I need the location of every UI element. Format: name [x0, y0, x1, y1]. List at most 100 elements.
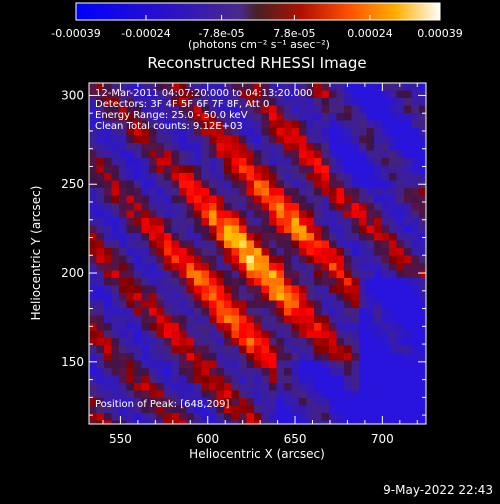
image-pixel — [419, 188, 426, 196]
image-pixel — [104, 210, 112, 219]
image-pixel — [284, 240, 292, 249]
image-pixel — [239, 345, 247, 354]
image-pixel — [276, 128, 285, 136]
image-pixel — [419, 113, 426, 121]
image-pixel — [111, 323, 120, 331]
image-pixel — [149, 353, 157, 361]
image-pixel — [299, 210, 307, 219]
image-pixel — [239, 300, 247, 309]
image-pixel — [149, 420, 157, 424]
image-pixel — [156, 218, 165, 226]
image-pixel — [194, 308, 202, 316]
image-pixel — [111, 128, 120, 136]
image-pixel — [104, 270, 112, 279]
image-pixel — [314, 135, 322, 144]
image-pixel — [239, 195, 247, 204]
image-pixel — [134, 413, 142, 421]
image-pixel — [351, 113, 360, 121]
image-pixel — [126, 413, 135, 421]
image-pixel — [366, 158, 375, 166]
image-pixel — [269, 128, 277, 136]
colorbar-tick-label: 0.00039 — [417, 27, 463, 40]
image-pixel — [359, 368, 367, 376]
image-pixel — [96, 345, 105, 354]
image-pixel — [156, 323, 165, 331]
image-pixel — [411, 233, 420, 241]
image-pixel — [134, 323, 142, 331]
image-pixel — [396, 278, 405, 286]
image-pixel — [269, 413, 277, 421]
image-pixel — [321, 98, 330, 106]
image-pixel — [269, 405, 277, 414]
image-pixel — [96, 203, 105, 211]
image-pixel — [351, 375, 360, 384]
image-pixel — [291, 398, 300, 406]
image-pixel — [276, 180, 285, 189]
image-pixel — [126, 165, 135, 174]
image-pixel — [119, 308, 127, 316]
image-pixel — [111, 90, 120, 99]
image-pixel — [359, 135, 367, 144]
image-pixel — [149, 150, 157, 159]
image-pixel — [111, 285, 120, 294]
image-pixel — [171, 375, 180, 384]
image-pixel — [284, 158, 292, 166]
image-pixel — [194, 353, 202, 361]
image-pixel — [141, 293, 150, 301]
image-pixel — [239, 210, 247, 219]
image-pixel — [291, 98, 300, 106]
image-pixel — [254, 323, 262, 331]
image-pixel — [366, 83, 375, 91]
image-pixel — [269, 338, 277, 346]
image-pixel — [359, 375, 367, 384]
image-pixel — [344, 150, 352, 159]
image-pixel — [291, 158, 300, 166]
image-pixel — [96, 158, 105, 166]
image-pixel — [374, 98, 382, 106]
image-pixel — [224, 83, 232, 91]
image-pixel — [224, 128, 232, 136]
image-pixel — [299, 390, 307, 399]
image-pixel — [231, 405, 240, 414]
image-pixel — [299, 338, 307, 346]
image-pixel — [381, 368, 390, 376]
image-pixel — [276, 278, 285, 286]
image-pixel — [359, 270, 367, 279]
image-pixel — [179, 210, 187, 219]
image-pixel — [299, 270, 307, 279]
image-pixel — [366, 165, 375, 174]
image-pixel — [209, 150, 217, 159]
image-pixel — [351, 308, 360, 316]
image-pixel — [359, 360, 367, 369]
image-pixel — [329, 105, 337, 114]
image-pixel — [344, 143, 352, 151]
image-pixel — [156, 105, 165, 114]
image-pixel — [396, 218, 405, 226]
image-pixel — [179, 398, 187, 406]
image-pixel — [381, 398, 390, 406]
image-pixel — [201, 315, 210, 324]
image-pixel — [164, 278, 172, 286]
image-pixel — [126, 195, 135, 204]
image-pixel — [246, 300, 255, 309]
image-pixel — [404, 188, 412, 196]
image-pixel — [134, 188, 142, 196]
image-pixel — [351, 278, 360, 286]
image-pixel — [119, 113, 127, 121]
image-pixel — [344, 165, 352, 174]
image-pixel — [224, 203, 232, 211]
image-pixel — [119, 413, 127, 421]
image-pixel — [164, 203, 172, 211]
image-pixel — [306, 315, 315, 324]
image-pixel — [389, 203, 397, 211]
image-pixel — [306, 173, 315, 181]
image-pixel — [194, 278, 202, 286]
image-pixel — [164, 188, 172, 196]
image-pixel — [291, 188, 300, 196]
image-pixel — [359, 420, 367, 424]
image-pixel — [224, 225, 232, 234]
image-pixel — [411, 98, 420, 106]
image-pixel — [419, 135, 426, 144]
image-pixel — [344, 398, 352, 406]
image-pixel — [134, 300, 142, 309]
